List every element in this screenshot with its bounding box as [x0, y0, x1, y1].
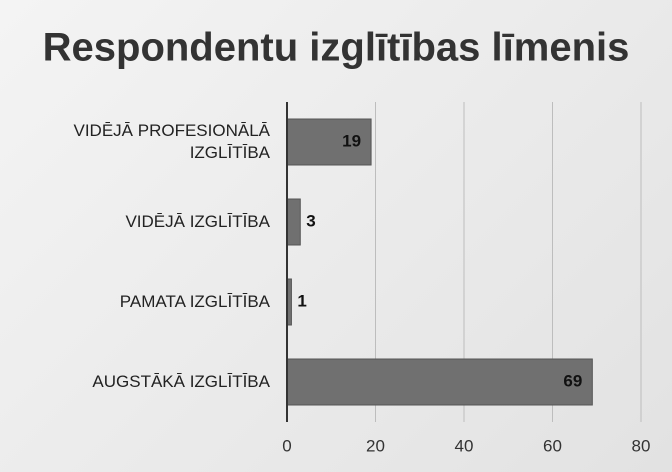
- data-label: 19: [342, 131, 361, 150]
- x-tick-label: 0: [282, 436, 291, 455]
- x-tick-label: 40: [455, 436, 474, 455]
- y-tick-label: VIDĒJĀ IZGLĪTĪBA: [125, 212, 270, 231]
- y-tick-label: VIDĒJĀ PROFESIONĀLĀ IZGLĪTĪBA: [73, 121, 271, 162]
- bar: [286, 198, 301, 246]
- x-tick-label: 80: [632, 436, 651, 455]
- y-tick-label: PAMATA IZGLĪTĪBA: [119, 292, 270, 311]
- bar: [286, 118, 372, 166]
- data-label: 3: [306, 211, 315, 230]
- chart-title: Respondentu izglītības līmenis: [43, 26, 630, 70]
- x-tick-label: 20: [366, 436, 385, 455]
- bar: [286, 358, 593, 406]
- y-tick-label: AUGSTĀKĀ IZGLĪTĪBA: [92, 372, 270, 391]
- data-label: 69: [563, 371, 582, 390]
- x-tick-label: 60: [543, 436, 562, 455]
- data-label: 1: [297, 291, 306, 310]
